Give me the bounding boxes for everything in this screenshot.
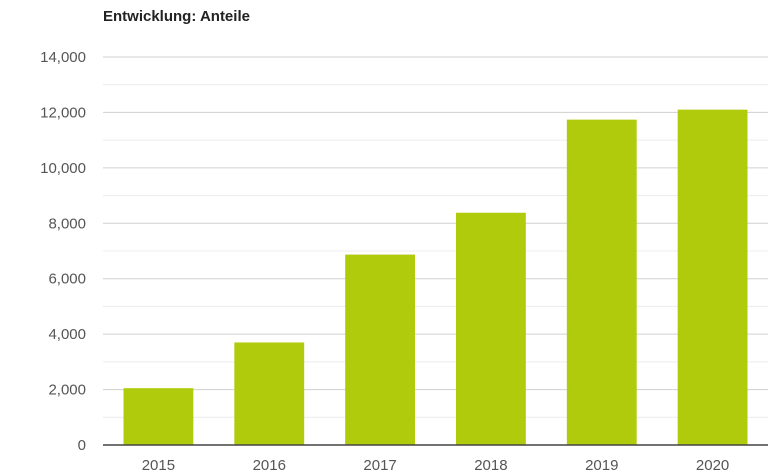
bar-2017 [345, 254, 415, 445]
x-tick-label: 2018 [474, 457, 507, 474]
bar-2019 [566, 119, 637, 446]
x-tick-label: 2020 [696, 457, 729, 474]
chart-title: Entwicklung: Anteile [103, 8, 250, 25]
y-axis-tick-labels: 0 2,000 4,000 6,000 8,000 10,000 12,000 14,000 [40, 49, 86, 454]
y-tick-label: 2,000 [48, 382, 86, 399]
bar-2018 [456, 212, 526, 445]
y-tick-label: 0 [78, 437, 86, 454]
grid-lines [103, 56, 768, 418]
x-axis-tick-labels: 2015 2016 2017 2018 2019 2020 [142, 457, 730, 474]
x-tick-label: 2015 [142, 457, 175, 474]
y-tick-label: 10,000 [40, 160, 86, 177]
bar-2020 [677, 109, 748, 446]
bar-2016 [234, 342, 305, 445]
x-tick-label: 2017 [363, 457, 396, 474]
x-tick-label: 2019 [585, 457, 618, 474]
bar-2015 [123, 388, 194, 445]
x-tick-label: 2016 [253, 457, 286, 474]
y-tick-label: 6,000 [48, 271, 86, 288]
y-tick-label: 4,000 [48, 326, 86, 343]
y-tick-label: 12,000 [40, 104, 86, 121]
y-tick-label: 8,000 [48, 215, 86, 232]
bars [123, 109, 748, 446]
y-tick-label: 14,000 [40, 49, 86, 66]
